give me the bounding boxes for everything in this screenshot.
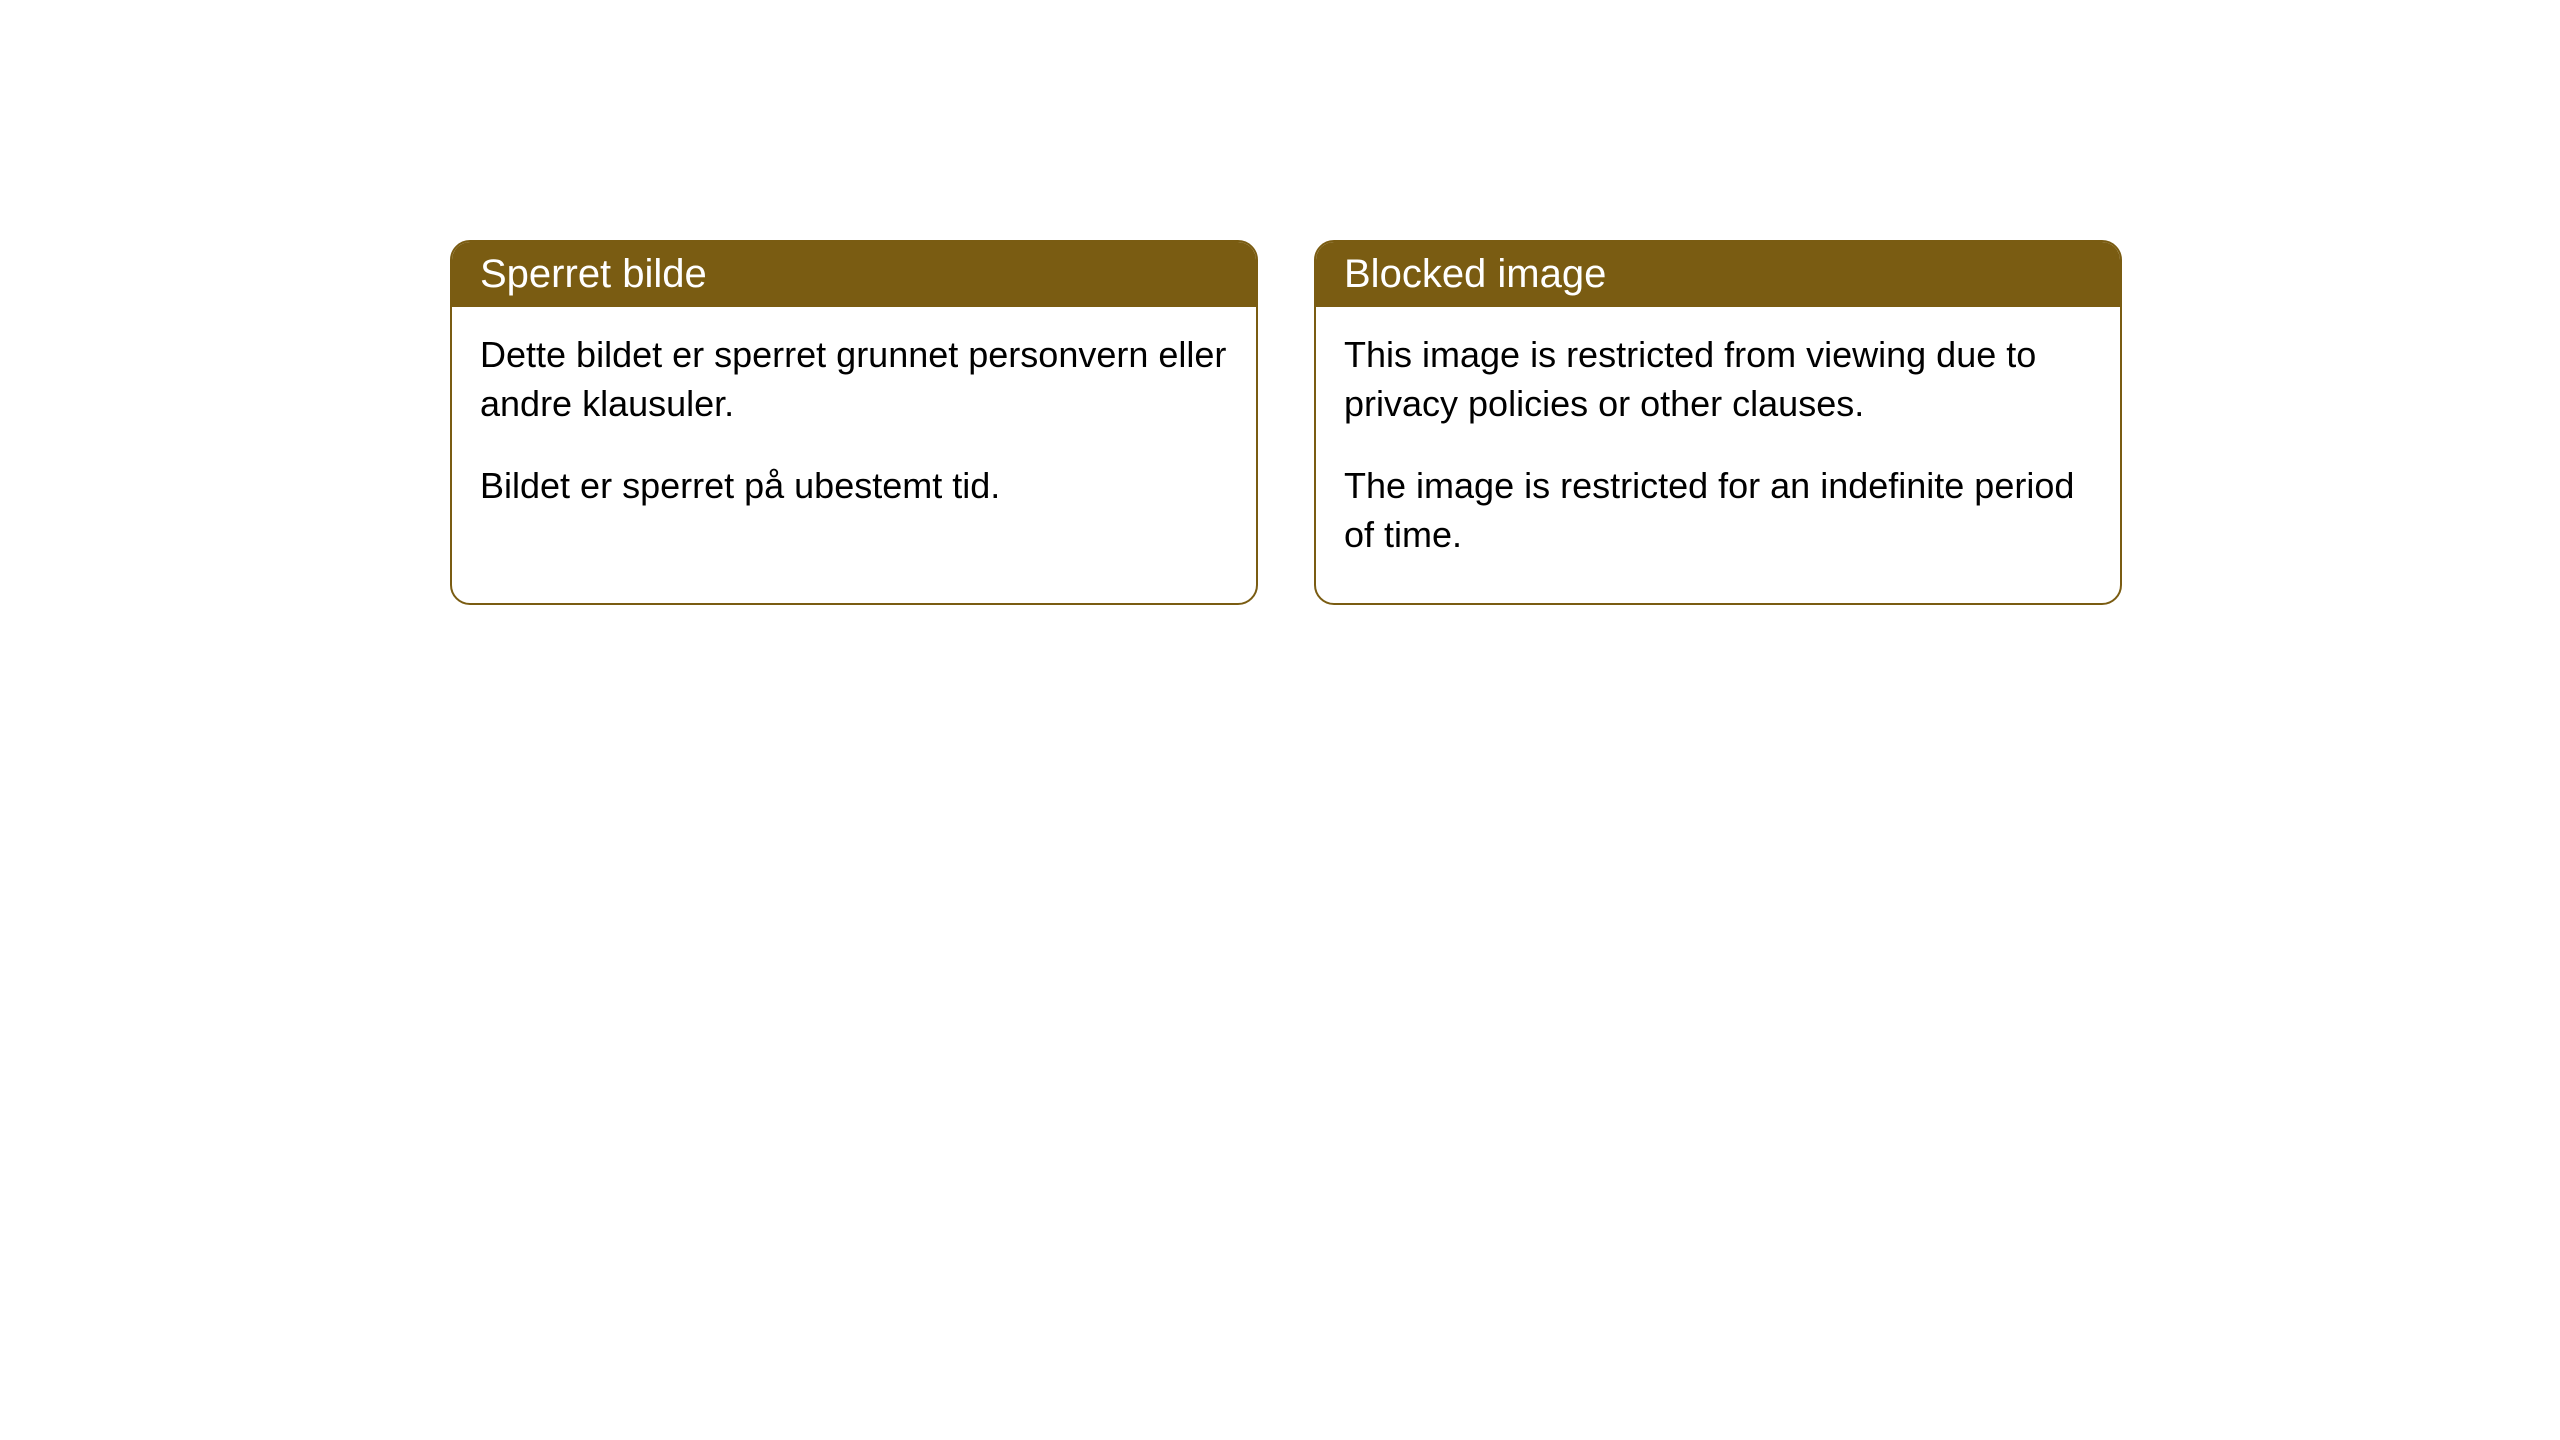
- card-paragraph: Bildet er sperret på ubestemt tid.: [480, 462, 1228, 511]
- card-paragraph: The image is restricted for an indefinit…: [1344, 462, 2092, 559]
- notice-card-norwegian: Sperret bilde Dette bildet er sperret gr…: [450, 240, 1258, 605]
- card-body: Dette bildet er sperret grunnet personve…: [452, 307, 1256, 555]
- notice-cards-container: Sperret bilde Dette bildet er sperret gr…: [0, 0, 2560, 605]
- card-body: This image is restricted from viewing du…: [1316, 307, 2120, 603]
- notice-card-english: Blocked image This image is restricted f…: [1314, 240, 2122, 605]
- card-paragraph: Dette bildet er sperret grunnet personve…: [480, 331, 1228, 428]
- card-paragraph: This image is restricted from viewing du…: [1344, 331, 2092, 428]
- card-header: Sperret bilde: [452, 242, 1256, 307]
- card-header: Blocked image: [1316, 242, 2120, 307]
